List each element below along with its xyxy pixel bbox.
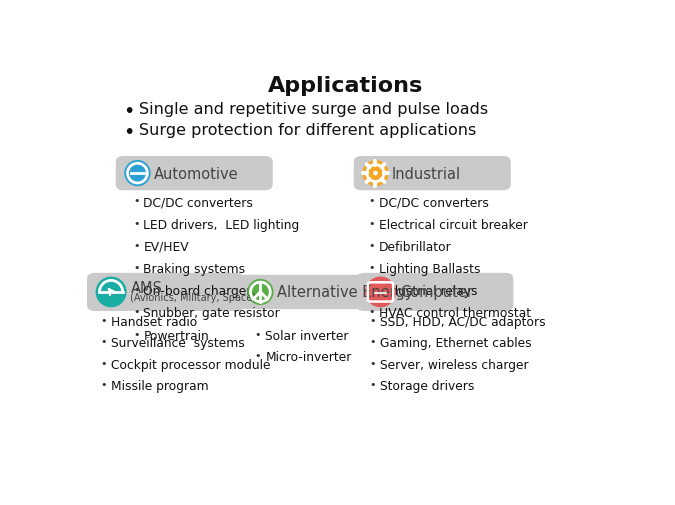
Text: •: • <box>100 337 107 346</box>
Ellipse shape <box>124 161 151 187</box>
Text: AMS: AMS <box>130 281 162 296</box>
Text: Defibrillator: Defibrillator <box>379 240 452 253</box>
Text: Cockpit processor module: Cockpit processor module <box>111 358 270 371</box>
FancyBboxPatch shape <box>356 273 514 312</box>
Text: Automotive: Automotive <box>154 166 238 181</box>
Text: •: • <box>100 358 107 368</box>
Text: •: • <box>133 196 140 206</box>
FancyBboxPatch shape <box>354 157 511 191</box>
Text: •: • <box>123 102 134 120</box>
Text: Industrial: Industrial <box>392 166 461 181</box>
Text: •: • <box>100 379 107 389</box>
Text: •: • <box>254 350 261 360</box>
Text: •: • <box>369 240 375 250</box>
Text: •: • <box>100 315 107 325</box>
Text: •: • <box>369 315 376 325</box>
Text: Micro-inverter: Micro-inverter <box>265 350 352 363</box>
Text: Lighting Ballasts: Lighting Ballasts <box>379 263 481 275</box>
Text: •: • <box>133 263 140 272</box>
Text: •: • <box>133 240 140 250</box>
Text: •: • <box>369 218 375 228</box>
Text: Missile program: Missile program <box>111 379 208 392</box>
Text: Electrical circuit breaker: Electrical circuit breaker <box>379 218 528 231</box>
Text: EV/HEV: EV/HEV <box>144 240 189 253</box>
Text: •: • <box>369 358 376 368</box>
FancyBboxPatch shape <box>116 157 273 191</box>
Ellipse shape <box>362 161 389 187</box>
Text: SSD, HDD, AC/DC adaptors: SSD, HDD, AC/DC adaptors <box>380 315 545 328</box>
Ellipse shape <box>96 277 126 308</box>
Text: •: • <box>369 307 375 317</box>
Text: Handset radio: Handset radio <box>111 315 197 328</box>
Text: •: • <box>133 307 140 317</box>
Text: •: • <box>369 263 375 272</box>
Text: Server, wireless charger: Server, wireless charger <box>380 358 529 371</box>
Text: Alternative Energy: Alternative Energy <box>277 285 413 300</box>
Text: Snubber, gate resistor: Snubber, gate resistor <box>144 307 280 320</box>
Text: •: • <box>123 123 134 142</box>
Text: •: • <box>133 285 140 294</box>
Text: Single and repetitive surge and pulse loads: Single and repetitive surge and pulse lo… <box>139 102 489 116</box>
Text: DC/DC converters: DC/DC converters <box>379 196 489 209</box>
Text: •: • <box>369 337 376 346</box>
Text: Computer: Computer <box>400 285 472 300</box>
Text: On-board chargers: On-board chargers <box>144 285 259 297</box>
Text: •: • <box>369 379 376 389</box>
Text: LED drivers,  LED lighting: LED drivers, LED lighting <box>144 218 300 231</box>
Text: HVAC control thermostat: HVAC control thermostat <box>379 307 531 320</box>
Text: Surge protection for different applications: Surge protection for different applicati… <box>139 123 477 138</box>
FancyBboxPatch shape <box>87 273 244 312</box>
Ellipse shape <box>365 277 396 308</box>
FancyBboxPatch shape <box>239 275 396 310</box>
Text: •: • <box>254 329 261 339</box>
Text: Industrial relays: Industrial relays <box>379 285 477 297</box>
Text: DC/DC converters: DC/DC converters <box>144 196 253 209</box>
Text: (Avionics, Military, Space): (Avionics, Military, Space) <box>130 293 256 302</box>
Text: •: • <box>369 196 375 206</box>
Text: •: • <box>369 285 375 294</box>
Text: Powertrain: Powertrain <box>144 329 209 342</box>
Text: Solar inverter: Solar inverter <box>265 329 349 342</box>
Text: •: • <box>133 218 140 228</box>
Text: Storage drivers: Storage drivers <box>380 379 475 392</box>
Text: Surveillance  systems: Surveillance systems <box>111 337 244 349</box>
Ellipse shape <box>247 279 273 306</box>
Text: Gaming, Ethernet cables: Gaming, Ethernet cables <box>380 337 532 349</box>
Ellipse shape <box>373 172 378 176</box>
Text: Braking systems: Braking systems <box>144 263 246 275</box>
Text: •: • <box>133 329 140 339</box>
Text: Applications: Applications <box>268 75 424 95</box>
